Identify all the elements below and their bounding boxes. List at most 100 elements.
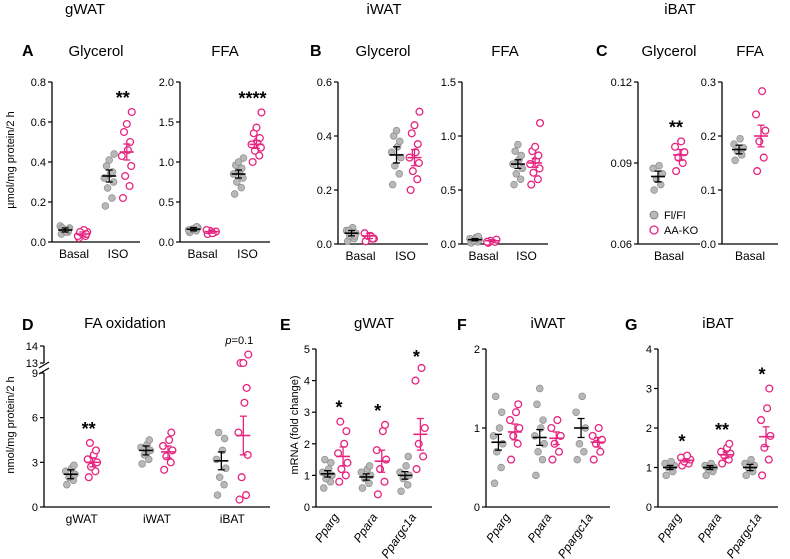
- y-tick-label: 2: [474, 344, 480, 356]
- data-point: [512, 170, 520, 178]
- data-point: [589, 455, 598, 464]
- data-point: [764, 455, 773, 464]
- data-point: [516, 175, 525, 183]
- x-category-label: ISO: [108, 247, 129, 261]
- data-point: [513, 439, 522, 448]
- data-point: [165, 435, 174, 445]
- y-tick-label: 0: [646, 502, 652, 514]
- data-point: [529, 168, 538, 177]
- data-point: [212, 455, 221, 464]
- y-tick-label: 1: [304, 470, 310, 482]
- panel-label-b: B: [310, 43, 322, 60]
- data-point: [505, 416, 515, 425]
- data-point: [324, 465, 333, 473]
- y-tick-label: 0.5: [159, 197, 174, 209]
- data-point: [683, 451, 692, 460]
- data-point: [649, 164, 657, 173]
- data-point: [168, 446, 177, 455]
- data-point: [391, 161, 399, 170]
- data-point: [526, 160, 535, 169]
- y-tick-label: 5: [304, 344, 310, 356]
- x-category-label: Ppargc1a: [724, 510, 765, 559]
- panel-label-c: C: [596, 43, 608, 60]
- data-point: [517, 151, 525, 160]
- data-point: [395, 170, 404, 178]
- significance-star: **: [82, 419, 96, 439]
- data-point: [670, 142, 680, 151]
- data-point: [218, 446, 227, 455]
- data-point: [535, 384, 544, 393]
- data-point: [594, 423, 603, 433]
- y-tick-label: 1: [646, 463, 652, 475]
- data-point: [396, 137, 404, 146]
- data-point: [70, 461, 78, 470]
- x-category-label: Basal: [735, 249, 765, 263]
- data-point: [327, 459, 335, 467]
- data-point: [239, 154, 248, 162]
- data-point: [510, 180, 518, 189]
- chart-title: iBAT: [702, 315, 733, 332]
- data-point: [167, 428, 176, 437]
- data-point: [741, 459, 749, 468]
- data-point: [507, 455, 516, 464]
- data-point: [238, 164, 246, 173]
- data-point: [380, 420, 390, 429]
- data-point: [547, 423, 556, 433]
- data-point: [553, 416, 562, 425]
- data-point: [360, 474, 369, 483]
- data-point: [162, 452, 171, 461]
- data-point: [105, 156, 113, 164]
- data-point: [490, 479, 499, 488]
- chart-title: FFA: [491, 43, 519, 60]
- y-tick-label: 0.2: [317, 185, 332, 197]
- data-point: [213, 491, 222, 499]
- data-point: [335, 477, 344, 486]
- chart-a-ffa: FFA 0.0 0.5 1.0 1.5 2.0 Basal ISO ****: [159, 43, 270, 261]
- data-point: [677, 137, 686, 146]
- data-point: [718, 459, 727, 468]
- data-point: [103, 184, 112, 192]
- data-point: [656, 180, 665, 189]
- data-point: [255, 133, 264, 143]
- data-point: [244, 350, 253, 359]
- y-tick-label: 1.5: [159, 117, 174, 129]
- chart-d-faox: FA oxidation 0 3 6 913 14 gWAT iWAT iBAT ** p=0.1: [26, 315, 270, 526]
- data-point: [343, 458, 352, 467]
- data-point: [765, 384, 774, 393]
- data-point: [373, 490, 382, 499]
- data-point: [497, 463, 505, 472]
- data-point: [380, 477, 389, 486]
- data-point: [101, 202, 110, 210]
- data-point: [756, 416, 766, 425]
- data-point: [125, 181, 134, 191]
- data-point: [392, 126, 401, 135]
- data-point: [497, 408, 506, 416]
- data-point: [662, 471, 670, 480]
- y-tick-label: 0.0: [31, 237, 46, 249]
- legend-label-aako: AA-KO: [664, 225, 699, 237]
- data-point: [121, 171, 130, 181]
- axis-break-mark: [38, 361, 50, 369]
- data-point: [138, 460, 146, 468]
- data-point: [117, 151, 126, 161]
- data-point: [145, 436, 154, 444]
- chart-f-iwat: iWAT 0 1 2 Pparg Ppara Ppargc1a: [474, 315, 610, 559]
- chart-b-ffa: FFA 0.0 0.5 1.0 1.5 Basal ISO: [441, 43, 548, 263]
- y-tick-label: 0.4: [31, 157, 46, 169]
- data-point: [230, 190, 239, 198]
- y-tick-label: 6: [32, 413, 38, 425]
- data-point: [535, 118, 545, 128]
- x-category-label: Basal: [187, 247, 217, 261]
- data-point: [759, 153, 768, 162]
- data-point: [240, 398, 249, 407]
- significance-star: ****: [238, 88, 266, 108]
- chart-title: Glycerol: [68, 43, 123, 60]
- data-point: [755, 137, 764, 146]
- heading-ibat: iBAT: [664, 1, 695, 18]
- data-point: [110, 150, 118, 158]
- data-point: [491, 392, 500, 401]
- data-point: [63, 480, 71, 489]
- panel-label-g: G: [625, 317, 637, 334]
- data-point: [596, 447, 605, 456]
